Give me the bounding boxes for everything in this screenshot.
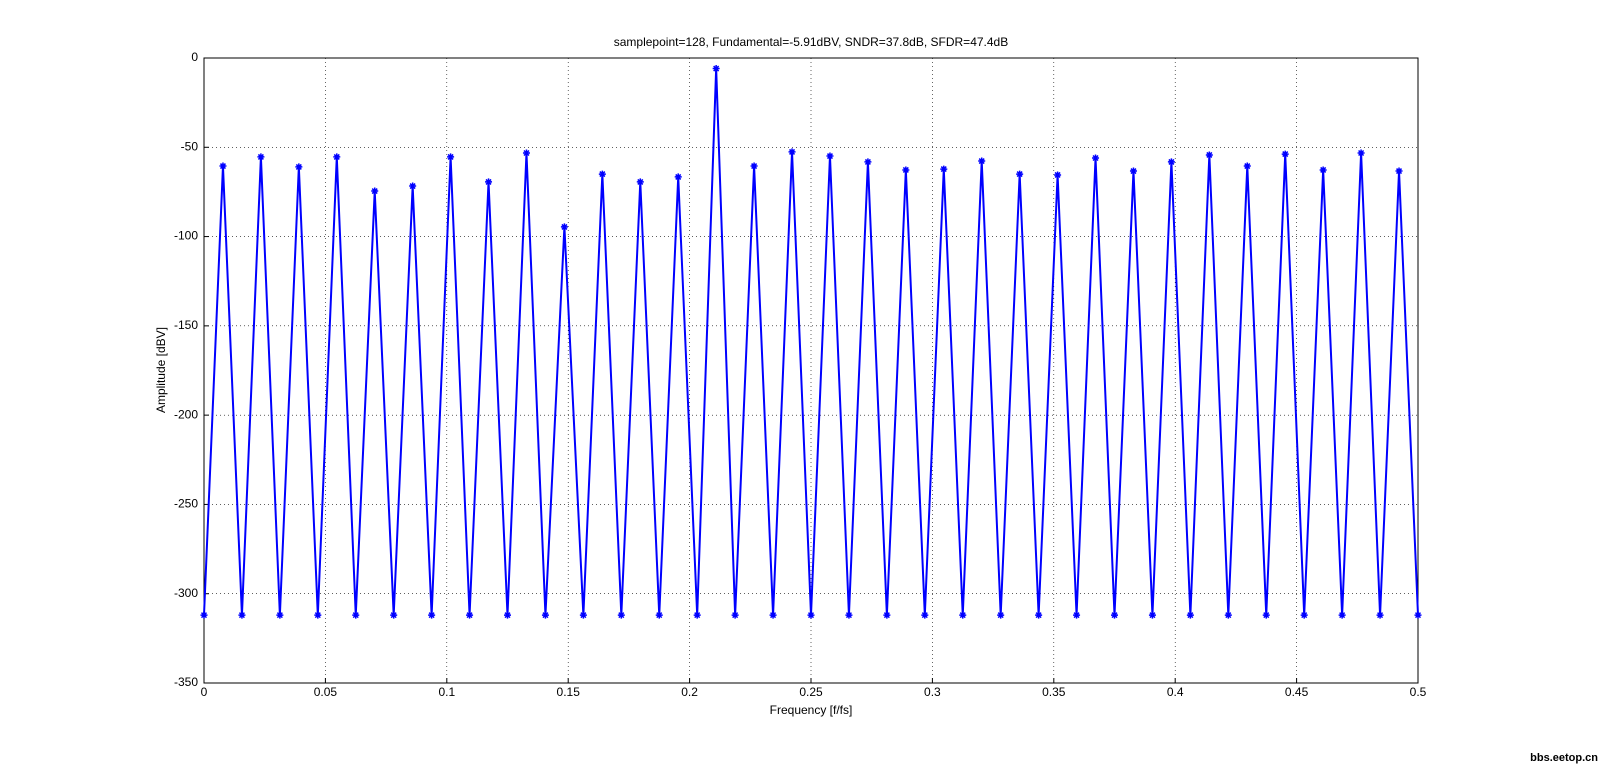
marker: [485, 178, 493, 186]
y-axis-label: Amplitude [dBV]: [154, 327, 168, 413]
x-axis-label: Frequency [f/fs]: [770, 703, 853, 717]
marker: [845, 611, 853, 619]
marker: [314, 611, 322, 619]
x-tick-label: 0.2: [681, 685, 698, 699]
marker: [883, 611, 891, 619]
x-tick-label: 0.3: [924, 685, 941, 699]
marker: [1357, 149, 1365, 157]
marker: [864, 158, 872, 166]
x-tick-label: 0.35: [1042, 685, 1066, 699]
marker: [997, 611, 1005, 619]
marker: [826, 152, 834, 160]
marker: [1376, 611, 1384, 619]
x-tick-label: 0.05: [314, 685, 338, 699]
marker: [1035, 611, 1043, 619]
marker: [447, 153, 455, 161]
marker: [1395, 167, 1403, 175]
marker: [750, 162, 758, 170]
plot-frame: [203, 57, 1419, 684]
marker: [352, 611, 360, 619]
marker: [579, 611, 587, 619]
marker: [560, 223, 568, 231]
x-tick-label: 0: [201, 685, 208, 699]
y-tick-label: 0: [191, 50, 198, 64]
marker: [428, 611, 436, 619]
x-tick-label: 0.25: [799, 685, 823, 699]
marker: [617, 611, 625, 619]
marker: [1167, 158, 1175, 166]
marker: [769, 611, 777, 619]
y-tick-label: -100: [174, 229, 198, 243]
marker: [1054, 171, 1062, 179]
y-tick-label: -200: [174, 407, 198, 421]
y-tick-label: -250: [174, 497, 198, 511]
x-tick-label: 0.45: [1285, 685, 1309, 699]
marker: [390, 611, 398, 619]
marker: [1205, 151, 1213, 159]
marker: [636, 178, 644, 186]
marker: [674, 173, 682, 181]
marker: [978, 157, 986, 165]
marker: [371, 187, 379, 195]
x-tick-label: 0.5: [1410, 685, 1427, 699]
marker: [1092, 154, 1100, 162]
marker: [522, 149, 530, 157]
chart-title: samplepoint=128, Fundamental=-5.91dBV, S…: [614, 35, 1008, 49]
marker: [693, 611, 701, 619]
marker: [921, 611, 929, 619]
marker: [276, 611, 284, 619]
marker: [731, 611, 739, 619]
y-tick-label: -50: [181, 139, 199, 153]
marker: [807, 611, 815, 619]
x-tick-label: 0.15: [557, 685, 581, 699]
marker: [712, 65, 720, 73]
marker: [788, 148, 796, 156]
watermark: bbs.eetop.cn: [1530, 752, 1598, 764]
marker: [1111, 611, 1118, 619]
marker: [959, 611, 967, 619]
marker: [1148, 611, 1156, 619]
marker: [219, 162, 227, 170]
marker: [238, 611, 246, 619]
marker: [1319, 166, 1327, 174]
marker: [1016, 170, 1024, 178]
marker: [1186, 611, 1194, 619]
marker: [1414, 611, 1422, 619]
marker: [1262, 611, 1270, 619]
marker: [1243, 162, 1251, 170]
marker: [409, 182, 417, 190]
marker: [1338, 611, 1346, 619]
marker: [200, 611, 208, 619]
marker: [333, 153, 341, 161]
marker: [504, 611, 511, 619]
x-tick-label: 0.1: [438, 685, 455, 699]
marker: [295, 163, 303, 171]
marker: [1129, 167, 1137, 175]
marker: [257, 153, 265, 161]
marker: [466, 611, 474, 619]
y-tick-label: -350: [174, 675, 198, 689]
y-tick-label: -300: [174, 586, 198, 600]
y-tick-label: -150: [174, 318, 198, 332]
marker: [541, 611, 549, 619]
marker: [902, 166, 910, 174]
marker: [940, 165, 948, 173]
marker: [1224, 611, 1232, 619]
marker: [598, 170, 606, 178]
marker: [1281, 150, 1289, 158]
marker: [1073, 611, 1081, 619]
marker: [655, 611, 663, 619]
marker: [1300, 611, 1308, 619]
x-tick-label: 0.4: [1167, 685, 1184, 699]
